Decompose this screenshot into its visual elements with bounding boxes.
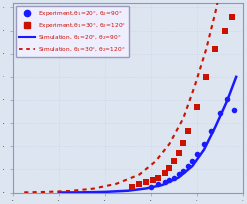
Point bbox=[181, 169, 185, 172]
Point bbox=[144, 181, 148, 184]
Point bbox=[172, 176, 176, 179]
Point bbox=[186, 130, 190, 133]
Legend: Experiment,θ$_1$=20°, θ$_2$=90°, Experiment,θ$_1$=30°, θ$_2$=120°, Simulation, θ: Experiment,θ$_1$=20°, θ$_2$=90°, Experim… bbox=[16, 6, 129, 57]
Point bbox=[190, 160, 194, 163]
Point bbox=[232, 109, 236, 112]
Point bbox=[156, 183, 160, 186]
Point bbox=[163, 181, 167, 184]
Point bbox=[204, 75, 208, 79]
Point bbox=[167, 178, 171, 182]
Point bbox=[195, 105, 199, 109]
Point bbox=[167, 167, 171, 170]
Point bbox=[213, 48, 217, 51]
Point bbox=[209, 130, 213, 133]
Point bbox=[149, 185, 153, 188]
Point bbox=[186, 164, 190, 168]
Point bbox=[225, 97, 229, 100]
Point bbox=[218, 111, 222, 114]
Point bbox=[151, 178, 155, 182]
Point bbox=[202, 142, 206, 146]
Point bbox=[230, 15, 234, 18]
Point bbox=[177, 172, 181, 176]
Point bbox=[163, 171, 167, 175]
Point bbox=[223, 29, 227, 32]
Point bbox=[181, 141, 185, 144]
Point bbox=[177, 152, 181, 155]
Point bbox=[195, 153, 199, 156]
Point bbox=[172, 160, 176, 163]
Point bbox=[156, 176, 160, 179]
Point bbox=[130, 185, 134, 188]
Point bbox=[137, 183, 141, 186]
